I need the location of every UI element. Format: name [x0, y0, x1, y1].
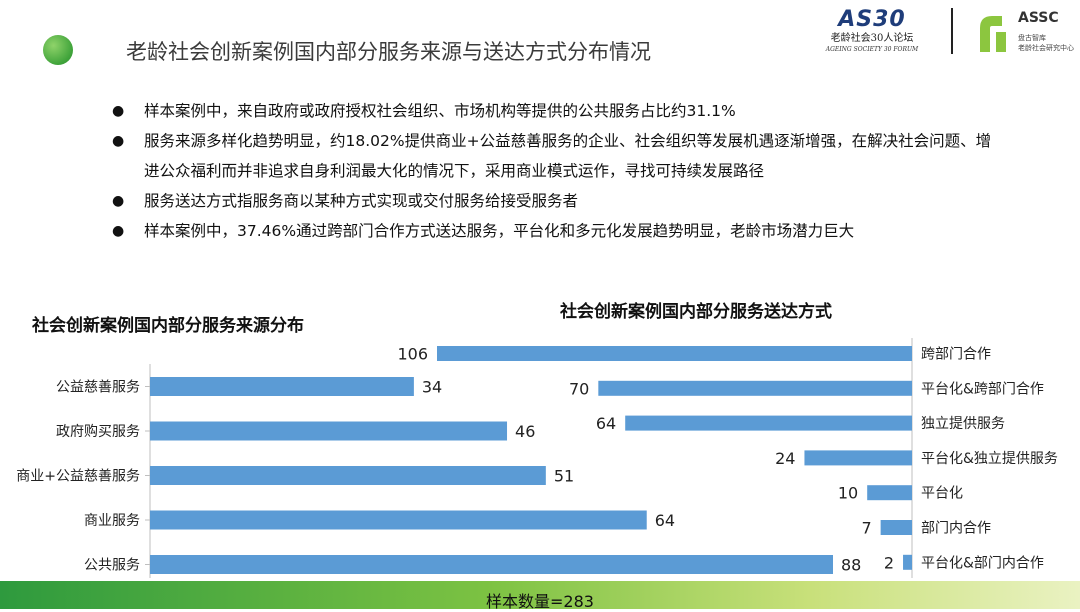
right-chart-category-label: 平台化&部门内合作	[921, 555, 1044, 571]
bullet-item: ● 样本案例中，来自政府或政府授权社会组织、市场机构等提供的公共服务占比约31.…	[112, 96, 992, 126]
page-title: 老龄社会创新案例国内部分服务来源与送达方式分布情况	[126, 40, 651, 64]
as30-logo-en: AGEING SOCIETY 30 FORUM	[825, 46, 919, 53]
right-chart-value-label: 70	[569, 379, 589, 398]
left-chart-bar	[150, 421, 508, 441]
right-chart-category-label: 平台化&独立提供服务	[921, 451, 1058, 467]
right-chart-value-label: 2	[884, 553, 894, 572]
left-chart-bar	[150, 510, 647, 530]
bullet-item: ● 服务送达方式指服务商以某种方式实现或交付服务给接受服务者	[112, 186, 992, 216]
right-chart-bar	[880, 520, 912, 535]
left-chart-value-label: 51	[554, 467, 574, 486]
bullet-marker: ●	[112, 193, 125, 209]
left-chart-bar	[150, 466, 546, 485]
right-chart-category-label: 平台化&跨部门合作	[921, 381, 1044, 397]
right-chart-category-label: 平台化	[921, 486, 963, 502]
right-chart: 跨部门合作 106 平台化&跨部门合作 70 独立提供服务 64 平台化&独立提供服务 24 平…	[397, 338, 1058, 578]
assc-logo-text: ASSC	[1018, 10, 1059, 26]
bullet-text: 服务送达方式指服务商以某种方式实现或交付服务给接受服务者	[144, 192, 579, 210]
as30-logo: AS30 老龄社会30人论坛 AGEING SOCIETY 30 FORUM	[812, 8, 932, 58]
left-chart-bar	[150, 555, 833, 574]
bullet-text: 样本案例中，37.46%通过跨部门合作方式送达服务，平台化和多元化发展趋势明显，…	[144, 222, 855, 240]
left-chart-title: 社会创新案例国内部分服务来源分布	[32, 316, 304, 336]
right-chart-category-label: 部门内合作	[921, 521, 991, 537]
footer-band	[0, 581, 1080, 609]
bullet-item: ● 服务来源多样化趋势明显，约18.02%提供商业+公益慈善服务的企业、社会组织…	[112, 126, 992, 186]
assc-logo-sub2: 老龄社会研究中心	[1018, 44, 1074, 52]
assc-mark-icon	[980, 16, 1006, 52]
left-chart-bar	[150, 377, 414, 396]
right-chart-bar	[867, 485, 912, 501]
left-chart: 公益慈善服务 34 政府购买服务 46 商业+公益慈善服务 51 商业服务 64 公共服务 88	[16, 364, 861, 578]
right-chart-value-label: 106	[397, 345, 428, 364]
assc-logo-sub1: 盘古智库	[1018, 34, 1046, 42]
right-chart-value-label: 7	[861, 519, 871, 538]
left-chart-category-label: 商业+公益慈善服务	[16, 469, 140, 485]
bullet-marker: ●	[112, 133, 125, 149]
right-chart-value-label: 64	[596, 414, 616, 433]
right-chart-bar	[598, 380, 912, 396]
bullet-list: ● 样本案例中，来自政府或政府授权社会组织、市场机构等提供的公共服务占比约31.…	[112, 96, 992, 246]
title-bullet-dot	[43, 35, 73, 65]
left-chart-category-label: 政府购买服务	[56, 424, 140, 440]
right-chart-bar	[804, 450, 912, 466]
bullet-text: 服务来源多样化趋势明显，约18.02%提供商业+公益慈善服务的企业、社会组织等发…	[144, 132, 992, 180]
as30-logo-cn: 老龄社会30人论坛	[830, 33, 914, 44]
left-chart-category-label: 商业服务	[84, 513, 140, 529]
left-chart-value-label: 64	[655, 511, 675, 530]
bullet-marker: ●	[112, 103, 125, 119]
right-chart-value-label: 24	[775, 449, 795, 468]
bullet-item: ● 样本案例中，37.46%通过跨部门合作方式送达服务，平台化和多元化发展趋势明…	[112, 216, 992, 246]
right-chart-category-label: 跨部门合作	[921, 347, 991, 363]
left-chart-category-label: 公益慈善服务	[56, 380, 140, 396]
as30-logo-text: AS30	[838, 7, 906, 32]
sample-count: 样本数量=283	[486, 592, 594, 611]
left-chart-value-label: 88	[841, 556, 861, 575]
right-chart-bar	[437, 346, 912, 361]
assc-logo: ASSC 盘古智库 老龄社会研究中心	[978, 10, 1078, 56]
bullet-text: 样本案例中，来自政府或政府授权社会组织、市场机构等提供的公共服务占比约31.1%	[144, 102, 736, 120]
left-chart-value-label: 34	[422, 378, 442, 397]
right-chart-value-label: 10	[838, 484, 858, 503]
logo-divider	[951, 8, 953, 54]
right-chart-title: 社会创新案例国内部分服务送达方式	[560, 302, 832, 322]
bullet-marker: ●	[112, 223, 125, 239]
left-chart-value-label: 46	[515, 422, 535, 441]
left-chart-category-label: 公共服务	[84, 558, 140, 574]
right-chart-category-label: 独立提供服务	[921, 416, 1005, 432]
right-chart-bar	[625, 415, 912, 431]
right-chart-bar	[903, 554, 912, 570]
